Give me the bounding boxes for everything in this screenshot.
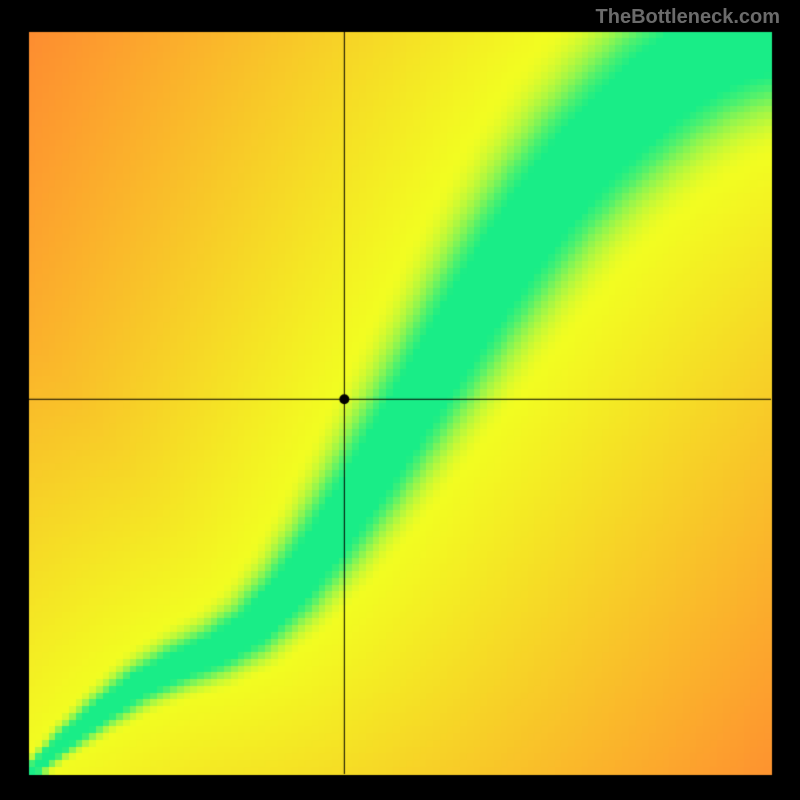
chart-container: TheBottleneck.com: [0, 0, 800, 800]
watermark-label: TheBottleneck.com: [596, 6, 780, 29]
heatmap-canvas: [0, 0, 800, 800]
